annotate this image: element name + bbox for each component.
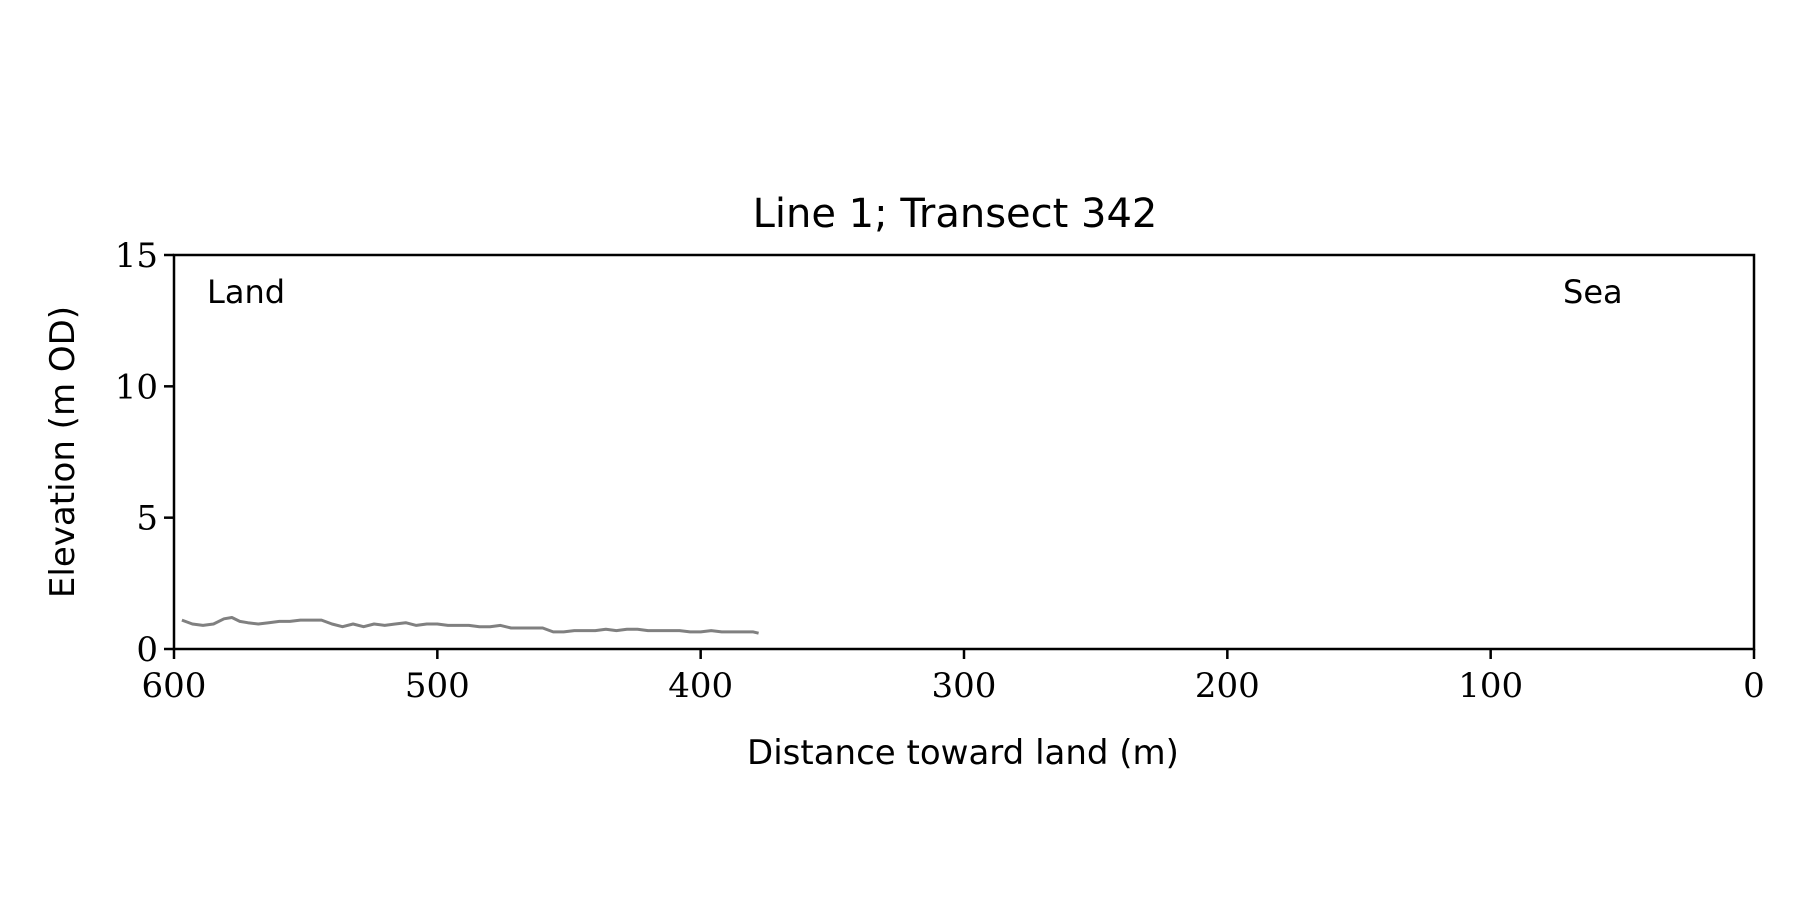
- y-axis-label: Elevation (m OD): [43, 306, 83, 598]
- chart-title: Line 1; Transect 342: [753, 191, 1158, 237]
- x-axis: 600 500 400 300 200 100 0: [142, 649, 1765, 706]
- x-tick-label: 500: [405, 666, 470, 706]
- y-tick-label: 0: [136, 630, 158, 670]
- x-tick-label: 600: [142, 666, 207, 706]
- plot-frame: [172, 253, 1756, 651]
- series-layer: [181, 616, 759, 635]
- x-tick-label: 100: [1458, 666, 1523, 706]
- elevation-profile-line: [181, 616, 759, 635]
- y-tick-label: 15: [115, 236, 158, 276]
- x-axis-label: Distance toward land (m): [747, 733, 1179, 773]
- y-tick-label: 5: [136, 499, 158, 539]
- x-tick-label: 300: [932, 666, 997, 706]
- annotation-sea: Sea: [1563, 273, 1623, 311]
- x-tick-label: 400: [668, 666, 733, 706]
- x-tick-label: 200: [1195, 666, 1260, 706]
- plot-area: Land Sea: [172, 253, 1756, 651]
- annotation-land: Land: [207, 273, 285, 311]
- x-tick-label: 0: [1743, 666, 1765, 706]
- y-axis: 0 5 10 15: [115, 236, 174, 670]
- y-tick-label: 10: [115, 367, 158, 407]
